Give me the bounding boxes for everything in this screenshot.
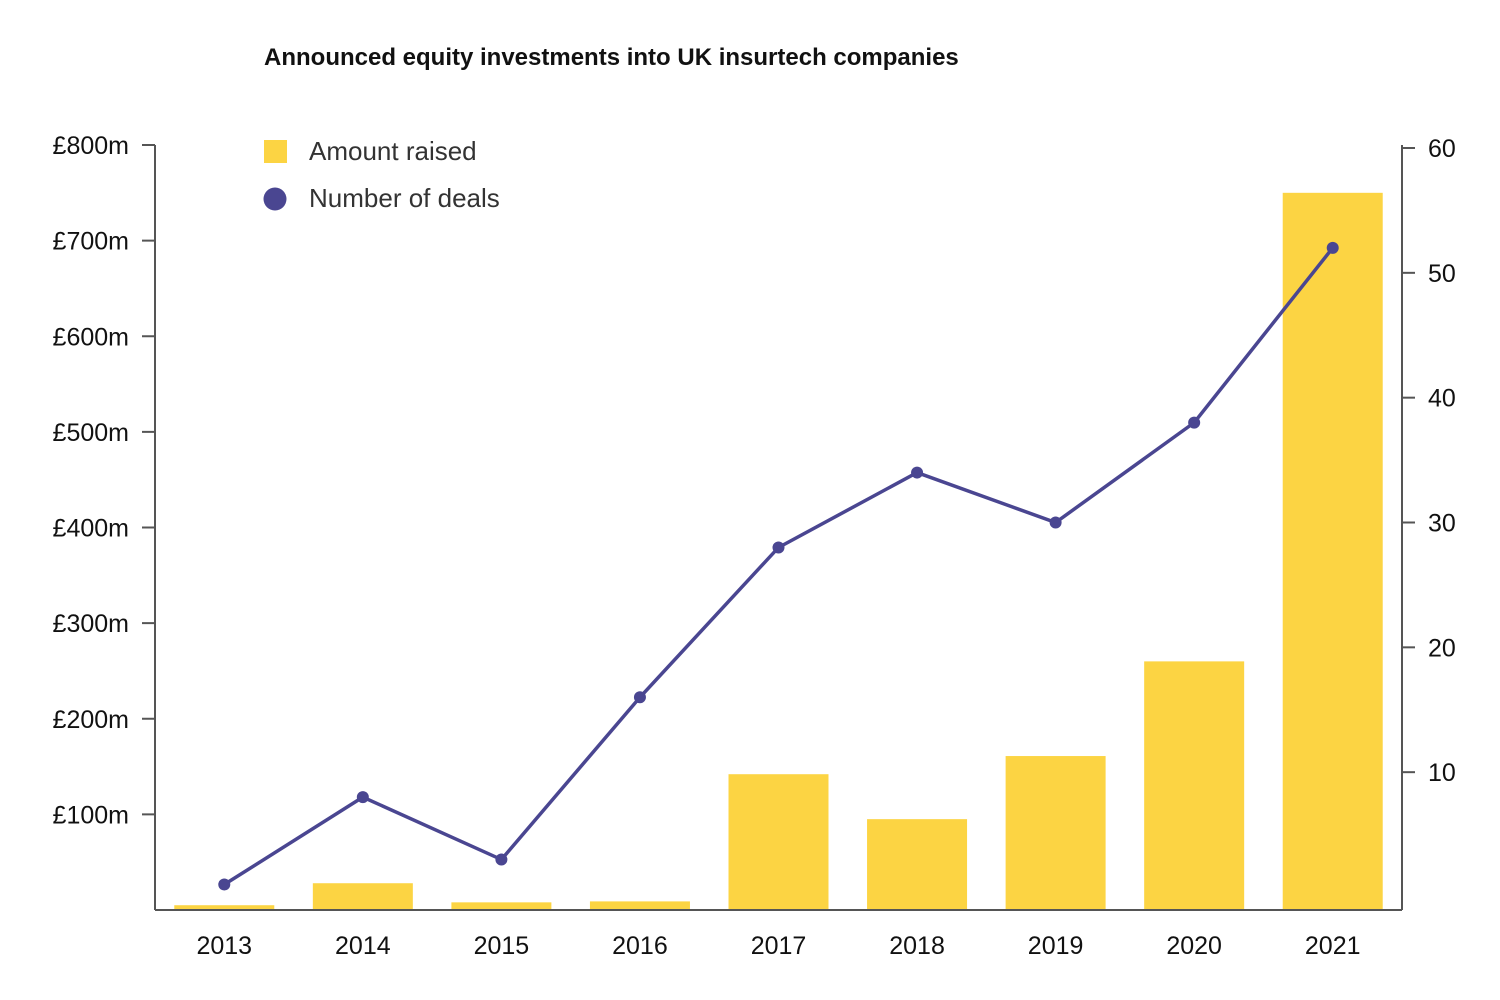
bar-2020 [1144, 661, 1245, 910]
right-tick-label: 40 [1428, 385, 1456, 413]
x-tick-label: 2016 [612, 932, 668, 960]
x-tick-label: 2013 [196, 932, 252, 960]
bar-2017 [728, 774, 829, 910]
bar-2014 [312, 883, 413, 910]
bar-2021 [1282, 192, 1383, 910]
deals-point-2015 [495, 853, 508, 866]
x-tick-label: 2020 [1166, 932, 1222, 960]
legend-swatch-amount [264, 140, 287, 163]
x-tick-label: 2014 [335, 932, 391, 960]
deals-point-2018 [911, 466, 924, 479]
deals-point-2017 [772, 541, 785, 554]
right-tick-label: 60 [1428, 135, 1456, 163]
left-tick-label: £400m [53, 515, 129, 543]
legend: Amount raised Number of deals [263, 136, 500, 213]
x-tick-label: 2017 [751, 932, 807, 960]
bar-2013 [174, 905, 275, 910]
right-tick-label: 30 [1428, 510, 1456, 538]
chart-title: Announced equity investments into UK ins… [264, 44, 959, 71]
deals-point-2013 [218, 878, 231, 891]
left-tick-label: £800m [53, 132, 129, 160]
legend-swatch-deals [263, 187, 287, 211]
deals-point-2021 [1326, 241, 1339, 254]
x-tick-label: 2019 [1028, 932, 1084, 960]
left-tick-label: £500m [53, 419, 129, 447]
left-tick-label: £300m [53, 610, 129, 638]
left-tick-label: £200m [53, 706, 129, 734]
left-tick-label: £700m [53, 228, 129, 256]
right-tick-label: 50 [1428, 260, 1456, 288]
bar-2015 [451, 902, 552, 910]
right-tick-label: 10 [1428, 759, 1456, 787]
axes: £100m £200m £300m £400m £500m £600m £700m £800m… [53, 132, 1456, 960]
left-tick-label: £600m [53, 323, 129, 351]
deals-point-2014 [356, 791, 369, 804]
deals-point-2019 [1049, 516, 1062, 529]
deals-point-2020 [1188, 416, 1201, 429]
x-tick-label: 2018 [889, 932, 945, 960]
bar-series [174, 192, 1383, 910]
bar-2019 [1005, 756, 1106, 910]
deals-point-2016 [633, 691, 646, 704]
legend-label-amount: Amount raised [309, 136, 477, 166]
left-tick-label: £100m [53, 801, 129, 829]
bar-2018 [867, 819, 968, 910]
bar-2016 [589, 901, 690, 910]
right-tick-label: 20 [1428, 634, 1456, 662]
x-tick-label: 2015 [474, 932, 530, 960]
x-tick-label: 2021 [1305, 932, 1361, 960]
legend-label-deals: Number of deals [309, 183, 500, 213]
line-series [218, 241, 1339, 891]
